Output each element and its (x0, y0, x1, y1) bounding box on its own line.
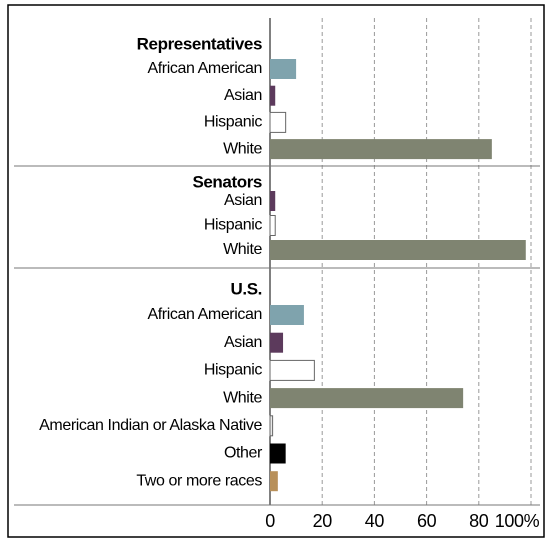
bar (270, 332, 284, 353)
frame (7, 4, 545, 538)
x-tick-label: 0 (265, 511, 275, 531)
x-tick-label: 60 (417, 511, 437, 531)
category-label: Hispanic (204, 362, 263, 379)
bar (270, 191, 276, 211)
category-label: Asian (224, 87, 262, 104)
bar (269, 215, 276, 236)
bar (270, 443, 286, 464)
category-label: Other (224, 445, 263, 462)
bar (270, 139, 492, 160)
category-label: White (223, 140, 262, 157)
group-title: Representatives (137, 34, 262, 53)
category-label: White (223, 389, 262, 406)
category-label: Hispanic (204, 217, 263, 234)
category-label: Two or more races (136, 472, 262, 489)
bar (270, 59, 297, 79)
category-label: Asian (224, 192, 262, 209)
group-title: U.S. (231, 279, 262, 298)
category-label: White (223, 241, 262, 258)
group-title: Senators (192, 172, 262, 191)
bar (270, 305, 304, 325)
bar (270, 471, 278, 492)
bar (269, 111, 287, 133)
bar (269, 415, 274, 437)
bar (269, 359, 315, 381)
category-label: African American (147, 60, 262, 77)
x-tick-label: 40 (365, 511, 385, 531)
bar (270, 85, 276, 106)
bar (270, 388, 464, 409)
x-tick-label: 100% (495, 511, 540, 531)
category-label: African American (147, 306, 262, 323)
category-label: Hispanic (204, 114, 263, 131)
x-tick-label: 80 (469, 511, 489, 531)
category-label: Asian (224, 334, 262, 351)
x-tick-label: 20 (313, 511, 333, 531)
bar (270, 240, 526, 260)
category-label: American Indian or Alaska Native (39, 417, 262, 434)
